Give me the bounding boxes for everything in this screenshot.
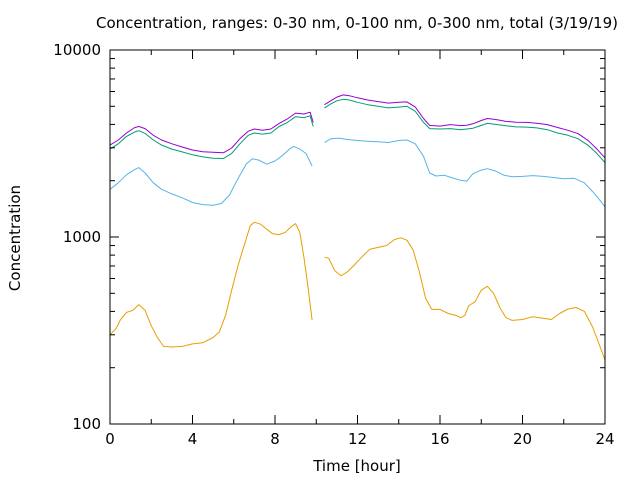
y-tick-label: 10000 — [53, 41, 101, 59]
y-tick-label: 1000 — [63, 228, 101, 246]
y-axis-label: Concentration — [6, 185, 24, 291]
series-2-line-segment-1 — [109, 145, 313, 206]
plot-frame — [109, 49, 606, 425]
series-1-line-segment-2 — [324, 237, 606, 361]
x-tick-label: 24 — [595, 430, 614, 448]
x-axis-label: Time [hour] — [312, 457, 401, 475]
x-tick-label: 8 — [270, 430, 280, 448]
chart-title: Concentration, ranges: 0-30 nm, 0-100 nm… — [96, 14, 618, 32]
ticks-layer: 0 4 8 12 16 20 24 100 1000 10000 — [53, 41, 614, 448]
x-tick-label: 4 — [188, 430, 198, 448]
series-3-line-segment-2 — [324, 98, 606, 163]
series-1-line-segment-1 — [109, 221, 313, 348]
x-tick-label: 0 — [105, 430, 115, 448]
y-tick-label: 100 — [72, 415, 101, 433]
x-tick-label: 16 — [430, 430, 449, 448]
series-3-line-segment-1 — [109, 115, 314, 159]
series-4-line-segment-1 — [109, 111, 314, 154]
x-tick-label: 20 — [513, 430, 532, 448]
series-2-line-segment-2 — [324, 137, 606, 208]
series-4-line-segment-2 — [324, 94, 606, 159]
x-tick-label: 12 — [348, 430, 367, 448]
series-layer — [109, 94, 606, 361]
